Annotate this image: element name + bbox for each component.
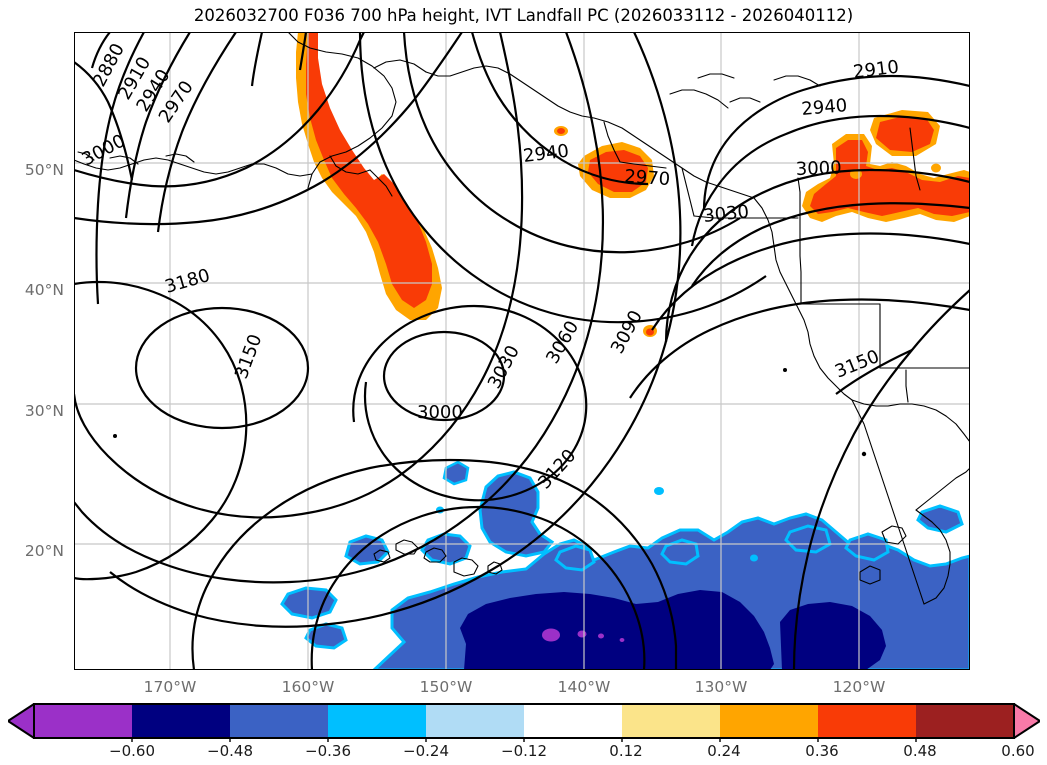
contour-3090-sw2 [489, 460, 678, 670]
contour-3060 [411, 32, 524, 467]
x-tick-label-150W: 150°W [419, 678, 473, 696]
x-tick-label-140W: 140°W [557, 678, 611, 696]
contour-label: 3030 [702, 201, 750, 227]
colorbar-tick-label: −0.12 [501, 742, 547, 760]
contour-3000-ne [691, 202, 970, 287]
y-tick-label-20N: 20°N [24, 542, 64, 560]
fill-band-pos-036-pnw [810, 140, 970, 216]
contour-3060-ne [629, 298, 970, 399]
contour-3000-nw [74, 32, 365, 188]
colorbar-band-white [524, 704, 622, 738]
fill-band-neg-hawaii4 [280, 586, 338, 620]
contour-3030-center [352, 304, 588, 479]
contour-3000b [74, 32, 463, 226]
fill-band-neg-hawaii9 [784, 524, 832, 554]
colorbar-tick-label: −0.60 [109, 742, 155, 760]
fill-band-neg-hawaii11 [916, 504, 964, 534]
contour-label: 3000 [417, 402, 463, 423]
contour-3030-ne [651, 232, 970, 331]
contour-3120b [109, 571, 489, 628]
colorbar-band-darkred [916, 704, 1014, 738]
fill-pos-dot1b [557, 128, 565, 134]
x-tick-label-170W: 170°W [143, 678, 197, 696]
colorbar-tick-label: 0.60 [1001, 742, 1035, 760]
chart-title: 2026032700 F036 700 hPa height, IVT Land… [193, 6, 854, 25]
contour-3150-right [792, 289, 970, 670]
colorbar[interactable] [8, 700, 1040, 742]
fill-band-pos-036-bc [876, 116, 934, 152]
colorbar-extend-max [1013, 703, 1040, 739]
contour-3180-center [134, 306, 310, 430]
contour-3030-center2 [363, 381, 549, 502]
contour-2940-gulf [470, 32, 649, 186]
contour-2970-ne [689, 168, 970, 257]
fill-band-neg-dot2 [750, 554, 758, 562]
contour-2910 [95, 32, 145, 305]
contour-2940-nw [124, 32, 191, 219]
contour-2970-nw [156, 32, 237, 233]
contour-label: 2970 [624, 166, 671, 190]
colorbar-band-orange [720, 704, 818, 738]
fill-band-neg-hawaii10 [844, 532, 890, 562]
shaded-positive-regions [296, 32, 970, 337]
contour-3000-gulf [358, 32, 767, 324]
colorbar-tick-label: 0.12 [609, 742, 643, 760]
colorbar-tick-label: 0.48 [903, 742, 937, 760]
fill-peak-neg-060b [577, 630, 587, 638]
contour-3120 [487, 32, 682, 573]
fill-peak-neg-060a [542, 628, 560, 642]
contour-2880 [74, 61, 134, 181]
coastlines [74, 32, 970, 605]
colorbar-band-navy [132, 704, 230, 738]
contour-3030-open [310, 505, 646, 670]
contour-3090b [74, 501, 435, 584]
contour-2910-ne [751, 74, 970, 117]
height-contours [74, 32, 970, 670]
y-tick-label-50N: 50°N [24, 161, 64, 179]
fill-band-neg-048b [498, 626, 656, 670]
fill-peak-neg-060c [598, 633, 604, 639]
colorbar-tick-label: −0.36 [305, 742, 351, 760]
contour-label: 2940 [801, 95, 848, 120]
fill-band-pos-036-alaska [306, 32, 432, 308]
y-tick-label-40N: 40°N [24, 281, 64, 299]
fill-band-pos-036-gulf [588, 150, 648, 192]
fill-peak-neg-060d [619, 638, 625, 642]
colorbar-band-lightblue [426, 704, 524, 738]
contour-3060b [74, 393, 413, 519]
contour-label: 3000 [795, 157, 842, 180]
colorbar-band-cyan [328, 704, 426, 738]
map-axes: 2880 2910 2940 2970 3000 3180 3150 3000 … [74, 32, 970, 670]
x-tick-label-130W: 130°W [694, 678, 748, 696]
colorbar-band-redorange [818, 704, 916, 738]
contour-3000-center [382, 330, 506, 422]
fill-pos-dot2b [646, 328, 654, 336]
fill-band-neg-hawaii6 [442, 460, 470, 486]
fill-band-neg-hawaii8 [660, 538, 700, 566]
fill-band-neg-dot1 [654, 487, 664, 495]
colorbar-segments [34, 704, 1014, 738]
colorbar-tick-label: 0.36 [805, 742, 839, 760]
colorbar-band-royalblue [230, 704, 328, 738]
colorbar-tick-label: −0.48 [207, 742, 253, 760]
contour-3090 [433, 32, 605, 541]
fill-band-neg-036-hawaii [478, 470, 555, 558]
colorbar-band-lightyellow [622, 704, 720, 738]
y-tick-label-30N: 30°N [24, 402, 64, 420]
colorbar-tick-label: 0.24 [707, 742, 741, 760]
contour-2970-gulf [402, 32, 741, 254]
fill-pos-dot4 [931, 163, 941, 173]
contour-3150-left [74, 280, 248, 581]
colorbar-extend-min [8, 703, 35, 739]
x-tick-label-160W: 160°W [281, 678, 335, 696]
colorbar-tick-label: −0.24 [403, 742, 449, 760]
contour-3090-sw [191, 458, 491, 670]
colorbar-tick-marks [131, 738, 917, 742]
contour-2940-ne [721, 114, 970, 181]
colorbar-band-purple [34, 704, 132, 738]
x-tick-label-120W: 120°W [832, 678, 886, 696]
fill-band-neg-hawaii3 [344, 534, 390, 566]
